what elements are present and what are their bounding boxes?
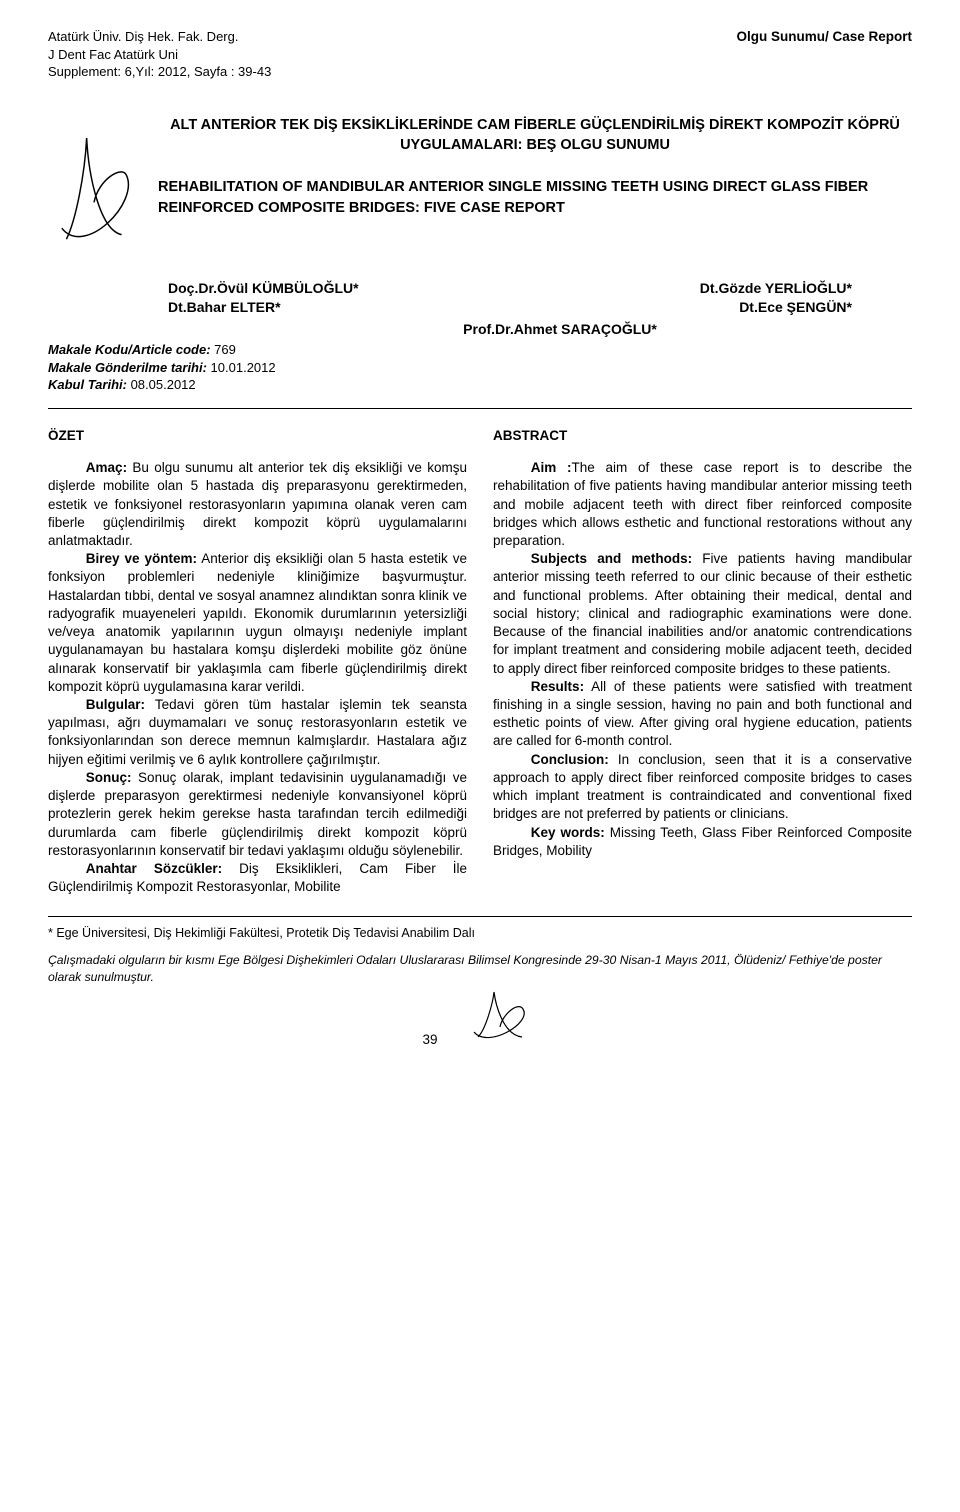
aim-run: Aim : bbox=[531, 460, 572, 475]
abstract-results: Results: All of these patients were sati… bbox=[493, 678, 912, 751]
subjects-run: Subjects and methods: bbox=[531, 551, 692, 566]
section-divider bbox=[48, 408, 912, 409]
authors-block: Doç.Dr.Övül KÜMBÜLOĞLU* Dt.Gözde YERLİOĞ… bbox=[48, 279, 912, 340]
title-section: ALT ANTERİOR TEK DİŞ EKSİKLİKLERİNDE CAM… bbox=[48, 109, 912, 259]
author-3: Dt.Bahar ELTER* bbox=[168, 298, 281, 317]
ozet-column: ÖZET Amaç: Bu olgu sunumu alt anterior t… bbox=[48, 427, 467, 896]
footnote-divider bbox=[48, 916, 912, 917]
keywords-run: Key words: bbox=[531, 825, 605, 840]
journal-logo bbox=[48, 109, 140, 259]
affiliation-footnote: * Ege Üniversitesi, Diş Hekimliği Fakült… bbox=[48, 925, 912, 942]
page-footer: 39 bbox=[48, 987, 912, 1049]
author-4: Dt.Ece ŞENGÜN* bbox=[739, 298, 852, 317]
supplement-line: Supplement: 6,Yıl: 2012, Sayfa : 39-43 bbox=[48, 63, 271, 81]
poster-presentation-note: Çalışmadaki olguların bir kısmı Ege Bölg… bbox=[48, 952, 912, 985]
abstract-keywords: Key words: Missing Teeth, Glass Fiber Re… bbox=[493, 824, 912, 860]
results-run: Results: bbox=[531, 679, 584, 694]
article-metadata: Makale Kodu/Article code: 769 Makale Gön… bbox=[48, 341, 912, 394]
article-code-label: Makale Kodu/Article code: bbox=[48, 342, 211, 357]
sonuc-run: Sonuç: bbox=[86, 770, 132, 785]
abstract-aim: Aim :The aim of these case report is to … bbox=[493, 459, 912, 550]
abstract-column: ABSTRACT Aim :The aim of these case repo… bbox=[493, 427, 912, 896]
ozet-sonuc: Sonuç: Sonuç olarak, implant tedavisinin… bbox=[48, 769, 467, 860]
conclusion-run: Conclusion: bbox=[531, 752, 609, 767]
author-1: Doç.Dr.Övül KÜMBÜLOĞLU* bbox=[168, 279, 359, 298]
accept-date-value: 08.05.2012 bbox=[127, 377, 196, 392]
page-header: Atatürk Üniv. Diş Hek. Fak. Derg. J Dent… bbox=[48, 28, 912, 81]
ozet-amac: Amaç: Bu olgu sunumu alt anterior tek di… bbox=[48, 459, 467, 550]
footer-logo-glyph bbox=[474, 992, 524, 1038]
anahtar-run: Anahtar Sözcükler: bbox=[86, 861, 222, 876]
abstract-conclusion: Conclusion: In conclusion, seen that it … bbox=[493, 751, 912, 824]
body-columns: ÖZET Amaç: Bu olgu sunumu alt anterior t… bbox=[48, 427, 912, 896]
accept-date-label: Kabul Tarihi: bbox=[48, 377, 127, 392]
logo-glyph bbox=[62, 138, 129, 239]
ozet-heading: ÖZET bbox=[48, 427, 467, 445]
article-title-tr: ALT ANTERİOR TEK DİŞ EKSİKLİKLERİNDE CAM… bbox=[158, 115, 912, 156]
amac-run: Amaç: bbox=[86, 460, 127, 475]
footer-logo bbox=[468, 987, 538, 1049]
page-number: 39 bbox=[422, 1031, 437, 1049]
author-2: Dt.Gözde YERLİOĞLU* bbox=[700, 279, 852, 298]
bulgular-run: Bulgular: bbox=[86, 697, 145, 712]
sent-date-label: Makale Gönderilme tarihi: bbox=[48, 360, 207, 375]
report-type: Olgu Sunumu/ Case Report bbox=[736, 28, 912, 46]
article-title-en: REHABILITATION OF MANDIBULAR ANTERIOR SI… bbox=[158, 177, 912, 218]
abstract-heading: ABSTRACT bbox=[493, 427, 912, 445]
subjects-body: Five patients having mandibular anterior… bbox=[493, 551, 912, 675]
journal-name-tr: Atatürk Üniv. Diş Hek. Fak. Derg. bbox=[48, 28, 271, 46]
ozet-bulgular: Bulgular: Tedavi gören tüm hastalar işle… bbox=[48, 696, 467, 769]
abstract-subjects: Subjects and methods: Five patients havi… bbox=[493, 550, 912, 678]
journal-info: Atatürk Üniv. Diş Hek. Fak. Derg. J Dent… bbox=[48, 28, 271, 81]
ozet-keywords: Anahtar Sözcükler: Diş Eksiklikleri, Cam… bbox=[48, 860, 467, 896]
birey-body: Anterior diş eksikliği olan 5 hasta este… bbox=[48, 551, 467, 694]
journal-name-en: J Dent Fac Atatürk Uni bbox=[48, 46, 271, 64]
titles: ALT ANTERİOR TEK DİŞ EKSİKLİKLERİNDE CAM… bbox=[158, 109, 912, 218]
ozet-birey: Birey ve yöntem: Anterior diş eksikliği … bbox=[48, 550, 467, 696]
article-code-value: 769 bbox=[211, 342, 236, 357]
birey-run: Birey ve yöntem: bbox=[86, 551, 197, 566]
sent-date-value: 10.01.2012 bbox=[207, 360, 276, 375]
author-5: Prof.Dr.Ahmet SARAÇOĞLU* bbox=[48, 320, 912, 339]
